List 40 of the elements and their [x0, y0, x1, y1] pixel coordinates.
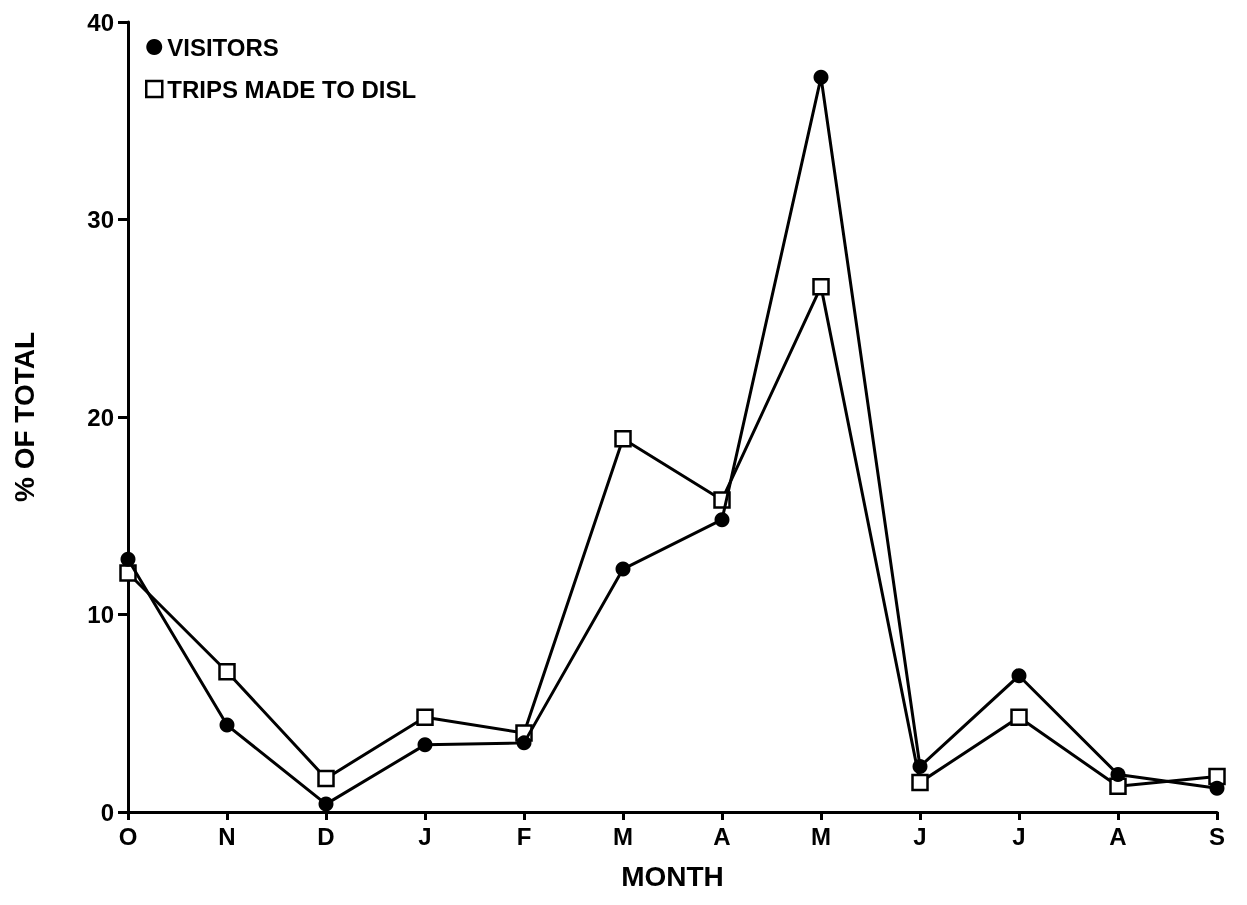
point	[318, 796, 334, 812]
x-tick-label: J	[913, 822, 927, 850]
point	[1011, 668, 1027, 684]
point	[615, 561, 631, 577]
y-tick-label: 0	[100, 798, 114, 826]
point	[813, 69, 829, 85]
point	[120, 551, 136, 567]
x-tick-label: S	[1208, 822, 1226, 850]
point	[911, 773, 929, 792]
point	[1110, 766, 1126, 782]
y-tick-label: 40	[87, 8, 114, 36]
y-tick-label: 20	[87, 403, 114, 431]
point	[416, 708, 434, 726]
x-tick-label: M	[811, 822, 831, 850]
point	[714, 512, 730, 528]
point	[218, 663, 236, 681]
y-axis-title: % OF TOTAL	[8, 331, 40, 503]
x-tick-label: J	[418, 822, 432, 850]
x-tick-label: A	[1109, 822, 1127, 850]
point	[1010, 708, 1028, 726]
point	[317, 769, 335, 788]
x-tick-label: M	[613, 822, 633, 850]
point	[417, 737, 433, 753]
point	[516, 735, 532, 751]
point	[1209, 780, 1225, 796]
x-tick-label: O	[118, 822, 138, 850]
x-tick-label: A	[713, 822, 731, 850]
legend-label: TRIPS MADE TO DISL	[167, 75, 417, 103]
y-tick-label: 30	[87, 206, 114, 233]
x-tick-label: D	[317, 822, 335, 850]
x-tick-label: N	[218, 822, 236, 850]
x-tick-label: F	[516, 822, 532, 850]
point	[219, 717, 235, 733]
point	[812, 277, 830, 296]
x-axis-title: MONTH	[621, 860, 724, 892]
x-tick-label: J	[1012, 822, 1026, 850]
y-tick-label: 10	[87, 601, 114, 628]
point	[614, 429, 632, 448]
point	[912, 759, 928, 775]
legend-label: VISITORS	[167, 33, 279, 61]
